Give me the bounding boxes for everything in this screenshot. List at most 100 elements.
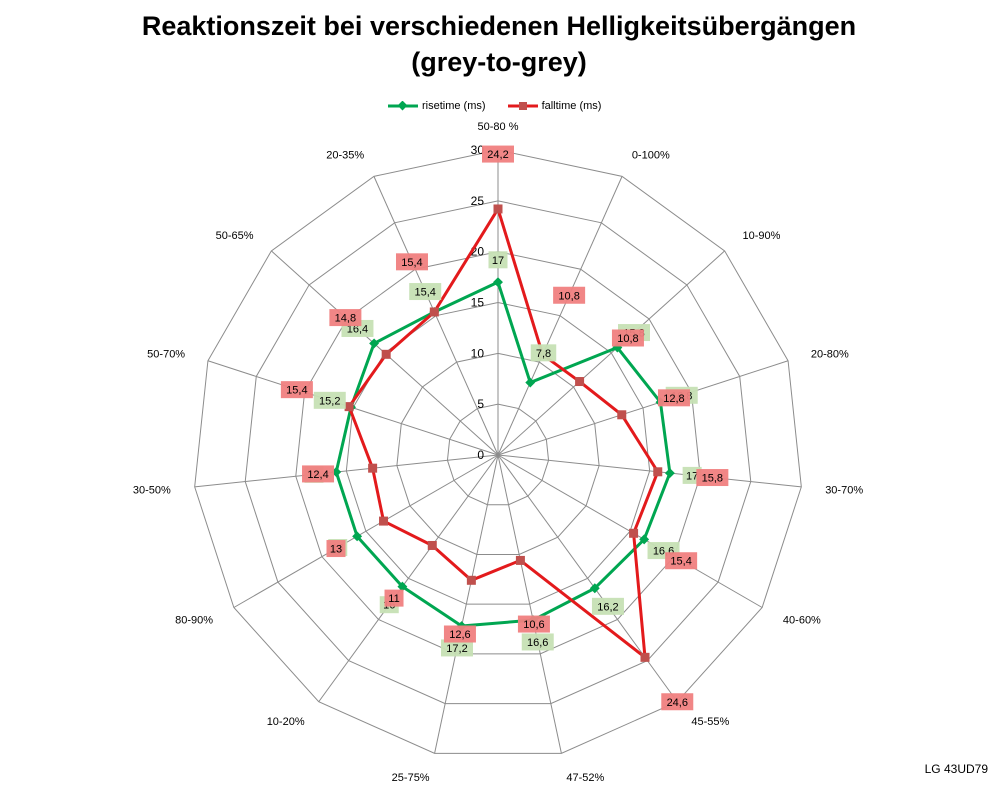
spoke-4	[497, 454, 802, 488]
category-label: 80-90%	[175, 615, 213, 627]
series-1-data-label: 12,8	[663, 393, 684, 405]
radial-tick-label: 10	[471, 346, 485, 360]
legend-item-falltime: falltime (ms)	[507, 100, 602, 112]
chart-title-line1: Reaktionszeit bei verschiedenen Helligke…	[141, 11, 857, 41]
category-label: 47-52%	[566, 772, 604, 784]
category-label: 40-60%	[783, 615, 821, 627]
series-1-data-label: 12,6	[449, 629, 470, 641]
series-1-point	[617, 410, 627, 420]
radial-tick-label: 25	[471, 194, 485, 208]
category-label: 10-20%	[267, 716, 305, 728]
series-1-label-bg	[329, 309, 362, 327]
chart-title: Reaktionszeit bei verschiedenen Helligke…	[0, 8, 998, 80]
series-0-label-bg	[313, 391, 346, 409]
category-label: 30-70%	[825, 484, 863, 496]
legend-risetime-label: risetime (ms)	[422, 100, 486, 112]
spoke-8	[434, 454, 499, 754]
series-1-data-label: 11	[388, 593, 399, 605]
series-1-point	[344, 402, 354, 412]
series-1-point	[368, 463, 378, 473]
series-1-label-bg	[395, 253, 428, 271]
grid-ring-25	[244, 200, 752, 705]
category-label: 50-80 %	[478, 121, 519, 133]
series-1-point	[640, 652, 650, 662]
series-0-data-label: 16,4	[347, 323, 368, 335]
radial-tick-label: 5	[477, 397, 484, 411]
series-0-data-label: 17	[492, 255, 504, 267]
series-0-data-label: 15,4	[415, 287, 436, 299]
series-0-label-bg	[521, 633, 554, 651]
series-1-point	[379, 516, 389, 526]
series-0-data-label: 7,8	[536, 348, 551, 360]
series-1-point	[427, 540, 437, 550]
series-1-data-label: 24,6	[667, 697, 688, 709]
series-0-point	[493, 277, 503, 288]
series-1-label-bg	[302, 465, 335, 483]
series-0-label-bg	[409, 283, 442, 301]
radial-tick-label: 30	[471, 143, 485, 157]
series-1-data-label: 13	[330, 544, 342, 556]
series-0-point	[589, 583, 600, 594]
series-1-point	[466, 575, 476, 585]
series-1-data-label: 24,2	[487, 149, 508, 161]
series-1-point	[515, 555, 525, 565]
series-1-data-label: 10,8	[617, 333, 638, 345]
category-label: 0-100%	[632, 149, 670, 161]
series-1-label-bg	[665, 552, 698, 570]
grid-ring-10	[396, 352, 600, 555]
legend-risetime-swatch	[388, 101, 418, 111]
category-label: 50-70%	[147, 348, 185, 360]
spoke-2	[497, 250, 725, 456]
category-label: 50-65%	[216, 230, 254, 242]
series-0-point	[525, 377, 536, 388]
category-label: 20-35%	[326, 149, 364, 161]
series-1-data-label: 12,4	[307, 469, 328, 481]
series-1-point	[429, 307, 439, 317]
series-1-point	[575, 377, 585, 387]
series-line-0	[334, 280, 672, 628]
footer-model: LG 43UD79	[924, 762, 988, 776]
series-1-label-bg	[661, 693, 694, 711]
series-1-point	[381, 349, 391, 359]
series-1-label-bg	[482, 145, 514, 163]
series-0-label-bg	[440, 639, 473, 657]
spoke-1	[497, 176, 623, 456]
series-1-data-label: 10,6	[523, 619, 544, 631]
series-0-point	[369, 338, 380, 349]
chart-title-line2: (grey-to-grey)	[411, 47, 587, 77]
spoke-3	[497, 360, 789, 456]
series-1-data-label: 10,8	[558, 290, 579, 302]
series-0-data-label: 17,2	[446, 643, 467, 655]
grid-ring-5	[446, 403, 550, 506]
spoke-11	[194, 454, 499, 488]
series-0-point	[352, 531, 363, 542]
series-1-data-label: 15,4	[286, 385, 307, 397]
grid-ring-30	[194, 149, 802, 754]
series-1-point	[629, 528, 639, 538]
series-0-data-label: 17	[686, 470, 698, 482]
legend-falltime-swatch	[507, 102, 538, 110]
series-1-label-bg	[280, 381, 313, 399]
spoke-10	[233, 454, 499, 608]
series-1-label-bg	[443, 625, 476, 643]
spoke-9	[318, 454, 499, 703]
series-1-data-label: 15,8	[702, 473, 723, 485]
series-1-label-bg	[553, 286, 586, 304]
series-1-point	[653, 467, 663, 477]
legend-falltime-label: falltime (ms)	[541, 100, 602, 112]
series-0-label-bg	[591, 597, 624, 615]
series-0-point	[639, 534, 650, 545]
series-0-label-bg	[530, 344, 557, 362]
category-label: 45-55%	[691, 716, 729, 728]
series-1-data-label: 15,4	[670, 556, 691, 568]
series-0-label-bg	[488, 251, 508, 269]
series-1-label-bg	[384, 589, 404, 607]
series-1-label-bg	[326, 540, 346, 558]
series-1-label-bg	[657, 389, 690, 407]
legend-item-risetime: risetime (ms)	[388, 100, 486, 112]
series-line-1	[347, 207, 660, 659]
category-label: 25-75%	[392, 772, 430, 784]
series-0-data-label: 16,2	[597, 601, 618, 613]
radial-tick-label: 0	[477, 448, 484, 462]
